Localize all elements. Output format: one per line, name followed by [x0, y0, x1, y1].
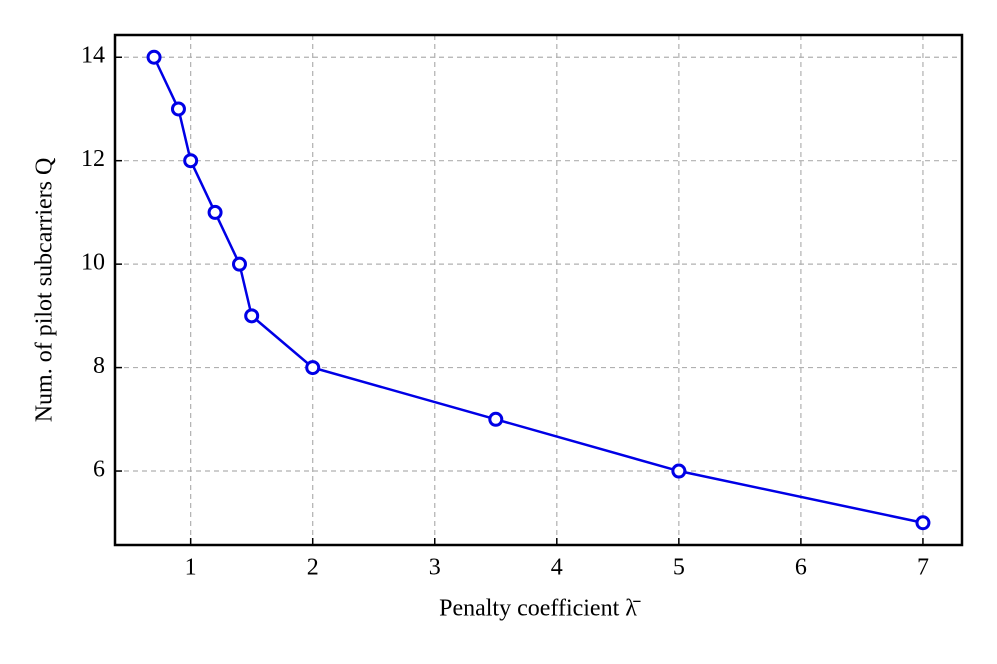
y-tick-label: 12 [81, 146, 105, 172]
y-tick-label: 10 [81, 250, 105, 276]
data-point [671, 463, 687, 479]
data-point [231, 256, 247, 272]
plot-frame [113, 33, 964, 547]
x-tick-label: 1 [185, 555, 197, 581]
x-tick-label: 3 [429, 555, 441, 581]
data-point [183, 153, 199, 169]
x-tick-label: 2 [307, 555, 319, 581]
data-point [146, 49, 162, 65]
x-tick-label: 5 [673, 555, 685, 581]
data-point [244, 308, 260, 324]
data-point [488, 411, 504, 427]
data-point [207, 204, 223, 220]
data-line [152, 56, 924, 524]
x-axis-label: Penalty coefficient λ̄ [439, 596, 641, 622]
y-tick-label: 14 [81, 43, 105, 69]
y-axis-label: Num. of pilot subcarriers Q [32, 158, 58, 423]
data-point [915, 515, 931, 531]
x-tick-label: 7 [917, 555, 929, 581]
data-point [170, 101, 186, 117]
data-point [305, 360, 321, 376]
y-tick-label: 6 [93, 457, 105, 483]
x-tick-label: 6 [795, 555, 807, 581]
x-tick-label: 4 [551, 555, 563, 581]
y-tick-label: 8 [93, 353, 105, 379]
